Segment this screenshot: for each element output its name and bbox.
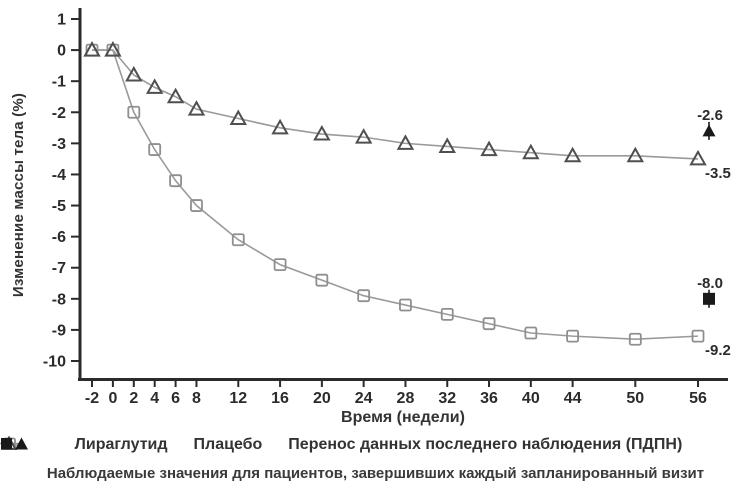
svg-text:20: 20 — [313, 390, 331, 407]
svg-text:-1: -1 — [52, 74, 66, 91]
svg-text:-2: -2 — [52, 105, 66, 122]
svg-text:-4: -4 — [52, 167, 66, 184]
svg-text:44: 44 — [564, 390, 582, 407]
data-point-square — [148, 143, 162, 156]
data-point-triangle — [396, 134, 415, 150]
chart-canvas: 10-1-2-3-4-5-6-7-8-9-10-2 0 2 4 6 8 12 16 20 24 28… — [43, 8, 731, 407]
svg-text:0: 0 — [57, 43, 66, 60]
svg-text:4: 4 — [150, 390, 159, 407]
data-point-triangle — [563, 146, 582, 163]
legend-label: Перенос данных последнего наблюдения (ПД… — [288, 436, 683, 453]
data-point-triangle — [689, 149, 707, 166]
svg-text:-7: -7 — [52, 260, 66, 277]
data-point-square — [231, 233, 245, 247]
legend-label: Плацебо — [193, 436, 263, 453]
locf-filled-triangle — [702, 124, 716, 137]
locf-value-label: -8.0 — [697, 275, 723, 292]
axes — [78, 8, 728, 381]
data-point-triangle — [626, 146, 645, 163]
svg-text:12: 12 — [229, 390, 247, 407]
data-point-triangle — [354, 128, 373, 144]
svg-text:-5: -5 — [52, 198, 66, 215]
svg-text:2: 2 — [129, 390, 138, 407]
svg-text:-8: -8 — [52, 291, 66, 308]
series-liraglutide: -9.2 — [85, 43, 731, 359]
legend-item-placebo: Плацебо — [0, 436, 263, 454]
data-point-triangle — [480, 140, 498, 157]
data-point-square — [190, 199, 203, 212]
svg-text:6: 6 — [171, 390, 180, 407]
data-point-square — [566, 329, 580, 343]
svg-text:36: 36 — [480, 390, 498, 407]
data-point-square — [440, 307, 454, 321]
data-point-square — [273, 258, 287, 272]
svg-text:16: 16 — [271, 390, 289, 407]
svg-text:1: 1 — [57, 12, 66, 29]
data-point-square — [399, 298, 412, 312]
svg-text:-2: -2 — [85, 390, 99, 407]
data-point-square — [482, 317, 496, 331]
chart-footnote: Наблюдаемые значения для пациентов, заве… — [46, 465, 705, 482]
svg-text:8: 8 — [192, 390, 201, 407]
svg-text:40: 40 — [522, 390, 540, 407]
data-point-triangle — [83, 41, 101, 57]
svg-text:32: 32 — [438, 390, 456, 407]
data-point-triangle — [438, 137, 456, 153]
locf-value-label: -2.6 — [697, 107, 723, 124]
svg-text:28: 28 — [397, 390, 415, 407]
svg-text:24: 24 — [355, 390, 373, 407]
legend-item-locf: Перенос данных последнего наблюдения (ПД… — [1, 436, 683, 454]
svg-text:-6: -6 — [52, 229, 66, 246]
x-axis-ticks: -2 0 2 4 6 8 12 16 20 24 28 32 36 40 44 50 56 — [85, 380, 707, 407]
data-point-triangle — [166, 87, 185, 104]
data-point-square — [691, 329, 705, 343]
data-point-triangle — [522, 143, 540, 160]
data-point-triangle — [125, 65, 143, 82]
svg-text:0: 0 — [108, 390, 117, 407]
data-point-triangle — [271, 118, 289, 135]
end-value-label: -3.5 — [705, 165, 731, 182]
data-point-square — [524, 326, 538, 340]
svg-text:50: 50 — [626, 390, 644, 407]
series-placebo: -3.5 — [83, 41, 731, 182]
data-point-square — [127, 105, 141, 119]
legend-item-liraglutide: Лираглутид — [0, 436, 168, 454]
chart-legend: Лираглутид Плацебо Перенос данных послед… — [0, 436, 751, 454]
data-point-square — [628, 332, 642, 346]
svg-text:-9: -9 — [52, 322, 66, 339]
svg-text:56: 56 — [689, 390, 707, 407]
data-point-square — [357, 289, 371, 303]
data-point-triangle — [145, 78, 164, 94]
locf-markers: -2.6 -8.0 — [697, 107, 723, 308]
data-point-triangle — [104, 41, 122, 57]
data-point-triangle — [187, 100, 206, 116]
y-axis-ticks: 1 0 -1 -2 -3 -4 -5 -6 -7 -8 -9 -10 — [43, 12, 79, 371]
data-point-triangle — [229, 109, 247, 125]
locf-filled-square — [703, 292, 715, 305]
data-point-triangle — [313, 124, 331, 141]
svg-text:-10: -10 — [43, 354, 66, 371]
x-axis-label: Время (недели) — [341, 409, 465, 426]
svg-text:-3: -3 — [52, 136, 66, 153]
data-point-square — [315, 273, 329, 287]
end-value-label: -9.2 — [705, 342, 731, 359]
legend-label: Лираглутид — [74, 436, 168, 453]
data-point-square — [169, 174, 182, 188]
